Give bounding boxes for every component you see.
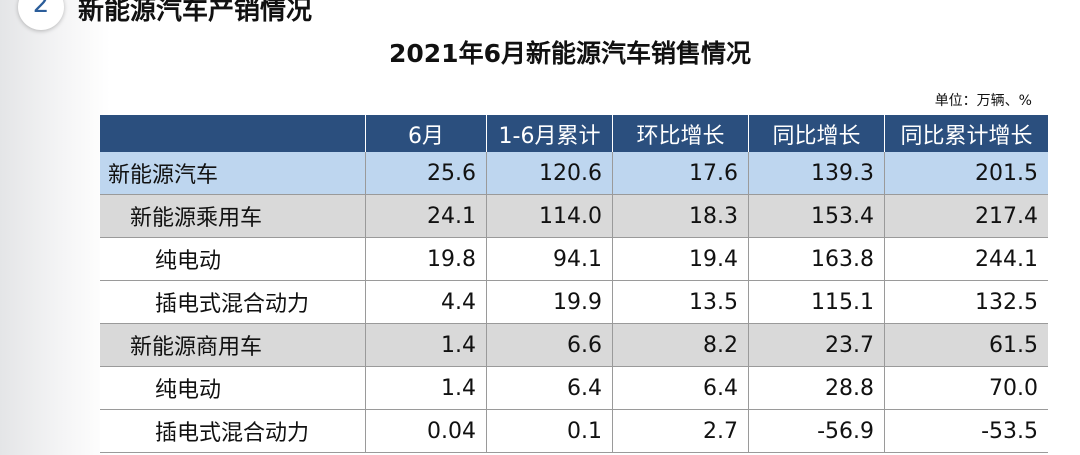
- row-label: 新能源乘用车: [100, 194, 366, 238]
- cell: 94.1: [486, 237, 613, 281]
- column-header: 同比增长: [748, 115, 885, 152]
- table-row: 新能源商用车 1.4 6.6 8.2 23.7 61.5: [100, 323, 1048, 367]
- cell: 19.9: [486, 280, 613, 324]
- cell: 139.3: [748, 152, 885, 195]
- cell: 1.4: [365, 366, 487, 410]
- cell: 163.8: [748, 237, 885, 281]
- cell: 25.6: [365, 152, 487, 195]
- cell: 153.4: [748, 194, 885, 238]
- row-label: 插电式混合动力: [100, 409, 366, 453]
- row-label: 新能源汽车: [100, 152, 366, 195]
- row-label: 新能源商用车: [100, 323, 366, 367]
- table-title: 2021年6月新能源汽车销售情况: [389, 39, 751, 68]
- cell: 114.0: [486, 194, 613, 238]
- cell: 1.4: [365, 323, 487, 367]
- cell: 6.6: [486, 323, 613, 367]
- table-row: 插电式混合动力 4.4 19.9 13.5 115.1 132.5: [100, 280, 1048, 324]
- column-header: 同比累计增长: [884, 115, 1048, 152]
- cell: 23.7: [748, 323, 885, 367]
- column-header: [100, 115, 366, 152]
- row-label: 纯电动: [100, 366, 366, 410]
- column-header: 环比增长: [612, 115, 749, 152]
- cell: 244.1: [884, 237, 1048, 281]
- cell: 217.4: [884, 194, 1048, 238]
- column-header: 1-6月累计: [486, 115, 613, 152]
- cell: 6.4: [612, 366, 749, 410]
- cell: 8.2: [612, 323, 749, 367]
- table-row: 插电式混合动力 0.04 0.1 2.7 -56.9 -53.5: [100, 409, 1048, 453]
- row-label: 插电式混合动力: [100, 280, 366, 324]
- cell: 4.4: [365, 280, 487, 324]
- section-title: 新能源汽车产销情况: [78, 0, 313, 26]
- cell: 18.3: [612, 194, 749, 238]
- cell: 132.5: [884, 280, 1048, 324]
- cell: 115.1: [748, 280, 885, 324]
- cell: 201.5: [884, 152, 1048, 195]
- cell: 24.1: [365, 194, 487, 238]
- cell: -56.9: [748, 409, 885, 453]
- cell: -53.5: [884, 409, 1048, 453]
- cell: 2.7: [612, 409, 749, 453]
- cell: 70.0: [884, 366, 1048, 410]
- table-row: 纯电动 1.4 6.4 6.4 28.8 70.0: [100, 366, 1048, 410]
- header-row: 6月 1-6月累计 环比增长 同比增长 同比累计增长: [100, 115, 1048, 152]
- cell: 6.4: [486, 366, 613, 410]
- cell: 19.4: [612, 237, 749, 281]
- row-label: 纯电动: [100, 237, 366, 281]
- table-row: 新能源汽车 25.6 120.6 17.6 139.3 201.5: [100, 152, 1048, 195]
- cell: 0.1: [486, 409, 613, 453]
- cell: 120.6: [486, 152, 613, 195]
- cell: 28.8: [748, 366, 885, 410]
- cell: 13.5: [612, 280, 749, 324]
- sales-table: 6月 1-6月累计 环比增长 同比增长 同比累计增长 新能源汽车 25.6 120.6 17.6…: [100, 115, 1048, 453]
- column-header: 6月: [365, 115, 487, 152]
- cell: 17.6: [612, 152, 749, 195]
- cell: 0.04: [365, 409, 487, 453]
- cell: 61.5: [884, 323, 1048, 367]
- cell: 19.8: [365, 237, 487, 281]
- table-row: 新能源乘用车 24.1 114.0 18.3 153.4 217.4: [100, 194, 1048, 238]
- unit-note: 单位：万辆、%: [934, 93, 1032, 109]
- section-number: 2: [18, 0, 64, 30]
- table-row: 纯电动 19.8 94.1 19.4 163.8 244.1: [100, 237, 1048, 281]
